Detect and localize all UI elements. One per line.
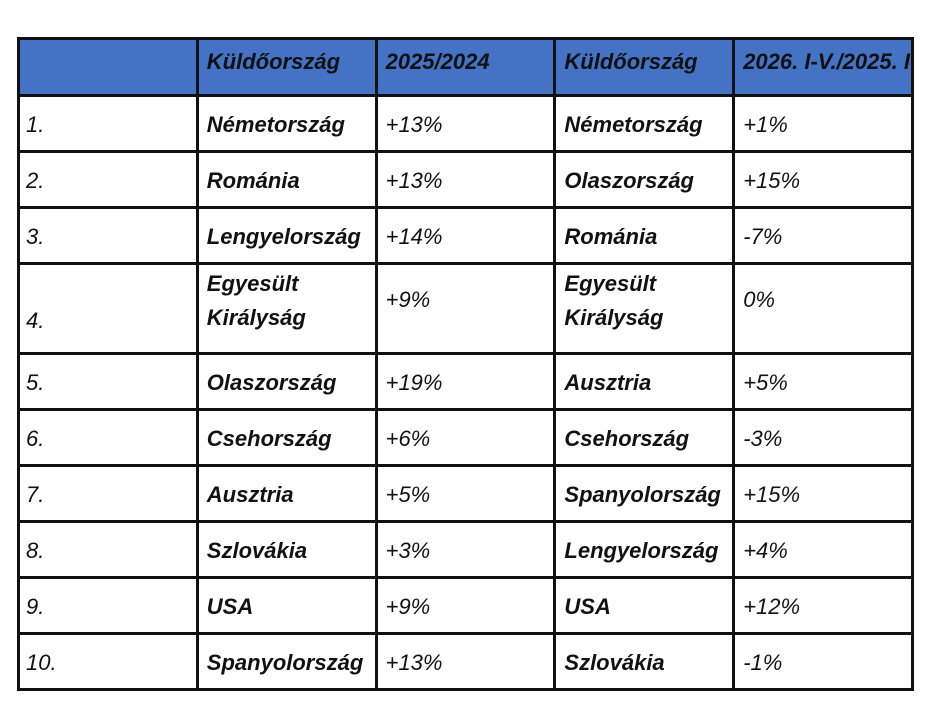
country-name: Olaszország xyxy=(564,168,694,193)
change-cell: +14% xyxy=(374,206,557,265)
ranking-table: Küldőország 2025/2024 Küldőország 2026. I-V… xyxy=(17,37,914,691)
change-cell: +1% xyxy=(732,94,914,153)
country-cell: Ausztria xyxy=(195,464,378,523)
rank-cell: 4. xyxy=(17,262,199,355)
country-name: Lengyelország xyxy=(564,538,719,563)
country-cell: Lengyelország xyxy=(553,520,736,579)
table-row: 8. Szlovákia +3% Lengyelország +4% xyxy=(17,520,914,579)
change-cell: 0% xyxy=(732,262,914,355)
country-name: Olaszország xyxy=(206,370,337,395)
change-cell: +13% xyxy=(374,94,557,153)
country-name: Spanyolország xyxy=(564,482,721,507)
change-cell: +4% xyxy=(732,520,914,579)
table-row: 4. Egyesült Királyság +9% Egyesült Királysá… xyxy=(17,262,914,355)
country-name: USA xyxy=(206,594,254,619)
header-cell: Küldőország xyxy=(195,37,378,97)
change-cell: +5% xyxy=(732,352,914,411)
country-cell: Egyesült Királyság xyxy=(553,262,736,355)
change-cell: -7% xyxy=(732,206,914,265)
country-name: Németország xyxy=(206,112,345,137)
country-name: Szlovákia xyxy=(564,650,665,675)
country-name: Lengyelország xyxy=(206,224,361,249)
country-name: Spanyolország xyxy=(206,650,364,675)
change-cell: +9% xyxy=(374,262,557,355)
country-cell: Ausztria xyxy=(553,352,736,411)
country-cell: Románia xyxy=(195,150,378,209)
country-cell: Szlovákia xyxy=(195,520,378,579)
country-cell: USA xyxy=(553,576,736,635)
header-cell: 2025/2024 xyxy=(374,37,557,97)
country-cell: Olaszország xyxy=(553,150,736,209)
country-cell: Románia xyxy=(553,206,736,265)
country-cell: Spanyolország xyxy=(553,464,736,523)
country-cell: Olaszország xyxy=(195,352,378,411)
rank-cell: 7. xyxy=(17,464,199,523)
change-cell: -1% xyxy=(732,632,914,691)
country-name: Szlovákia xyxy=(206,538,308,563)
table-row: 5. Olaszország +19% Ausztria +5% xyxy=(17,352,914,411)
country-name: Románia xyxy=(206,168,300,193)
header-cell: 2026. I-V./2025. I-V. xyxy=(732,37,914,97)
change-cell: +15% xyxy=(732,150,914,209)
change-cell: +13% xyxy=(374,150,557,209)
rank-cell: 2. xyxy=(17,150,199,209)
table-body: 1. Németország +13% Németország +1% 2. Románia… xyxy=(17,94,914,691)
change-cell: +5% xyxy=(374,464,557,523)
country-cell: USA xyxy=(195,576,378,635)
country-cell: Németország xyxy=(195,94,378,153)
rank-cell: 6. xyxy=(17,408,199,467)
rank-cell: 9. xyxy=(17,576,199,635)
country-cell: Spanyolország xyxy=(195,632,378,691)
country-name: Ausztria xyxy=(564,370,652,395)
country-name: Ausztria xyxy=(206,482,294,507)
country-cell: Németország xyxy=(553,94,736,153)
rank-cell: 5. xyxy=(17,352,199,411)
change-cell: +15% xyxy=(732,464,914,523)
country-name: Egyesült Királyság xyxy=(564,271,664,330)
rank-cell: 8. xyxy=(17,520,199,579)
rank-cell: 3. xyxy=(17,206,199,265)
country-name: USA xyxy=(564,594,611,619)
header-cell xyxy=(17,37,199,97)
country-cell: Szlovákia xyxy=(553,632,736,691)
country-cell: Csehország xyxy=(553,408,736,467)
table-row: 3. Lengyelország +14% Románia -7% xyxy=(17,206,914,265)
rank-cell: 10. xyxy=(17,632,199,691)
country-name: Románia xyxy=(564,224,658,249)
change-cell: -3% xyxy=(732,408,914,467)
country-name: Csehország xyxy=(206,426,332,451)
table-row: 9. USA +9% USA +12% xyxy=(17,576,914,635)
rank-cell: 1. xyxy=(17,94,199,153)
country-cell: Csehország xyxy=(195,408,378,467)
country-name: Csehország xyxy=(564,426,690,451)
country-cell: Egyesült Királyság xyxy=(195,262,378,355)
change-cell: +13% xyxy=(374,632,557,691)
change-cell: +6% xyxy=(374,408,557,467)
header-cell: Küldőország xyxy=(553,37,736,97)
change-cell: +9% xyxy=(374,576,557,635)
country-name: Egyesült Királyság xyxy=(206,271,306,330)
table-row: 2. Románia +13% Olaszország +15% xyxy=(17,150,914,209)
table-row: 6. Csehország +6% Csehország -3% xyxy=(17,408,914,467)
table-row: 10. Spanyolország +13% Szlovákia -1% xyxy=(17,632,914,691)
change-cell: +19% xyxy=(374,352,557,411)
country-name: Németország xyxy=(564,112,703,137)
change-cell: +3% xyxy=(374,520,557,579)
country-cell: Lengyelország xyxy=(195,206,378,265)
table-row: 1. Németország +13% Németország +1% xyxy=(17,94,914,153)
table-row: 7. Ausztria +5% Spanyolország +15% xyxy=(17,464,914,523)
change-cell: +12% xyxy=(732,576,914,635)
header-row: Küldőország 2025/2024 Küldőország 2026. I-V… xyxy=(17,37,914,97)
